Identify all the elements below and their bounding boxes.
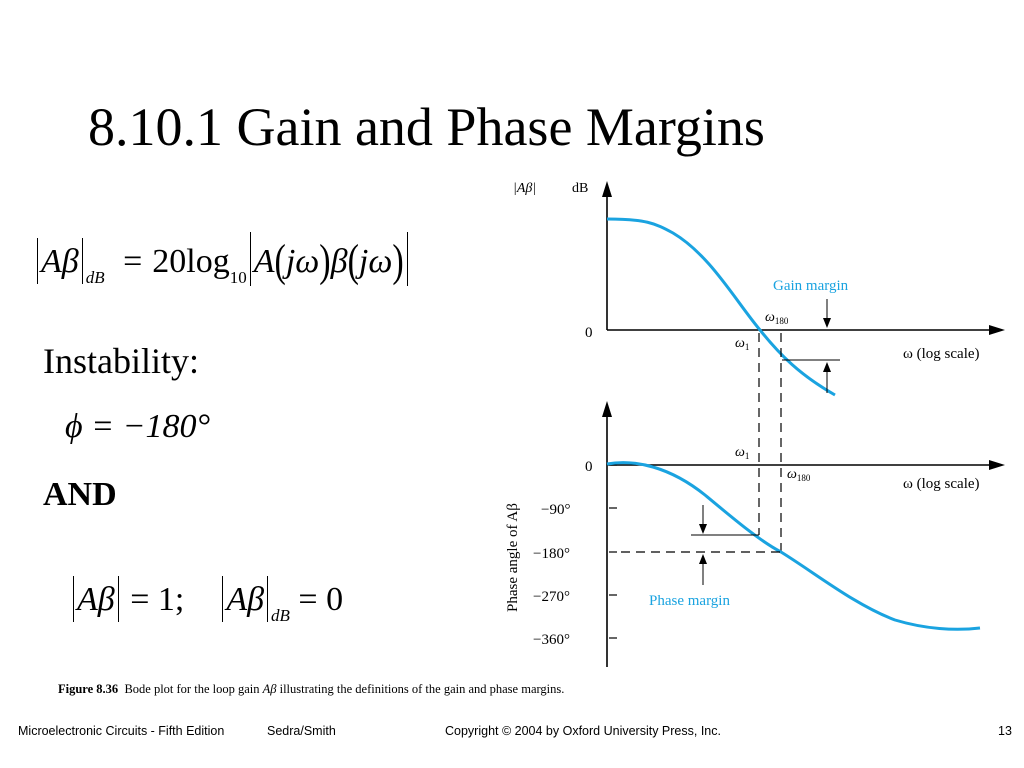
gain-margin-arrowhead-top <box>823 318 831 328</box>
gain-db-equation: Aβ dB = 20log10 A(jω)β(jω) <box>34 232 411 288</box>
omega180-label-top: ω180 <box>765 310 789 326</box>
magnitude-symbol-1: Aβ <box>77 581 115 618</box>
phase-axis-label: Phase angle of Aβ <box>505 503 521 612</box>
omega1-label-top: ω1 <box>735 336 749 352</box>
equation-lhs-symbol: Aβ <box>41 243 79 280</box>
slide-title: 8.10.1 Gain and Phase Margins <box>88 97 765 157</box>
phase-margin-label: Phase margin <box>649 593 730 609</box>
gain-x-arrow <box>989 325 1005 335</box>
caption-symbol: Aβ <box>262 682 277 696</box>
figure-caption: Figure 8.36 Bode plot for the loop gain … <box>58 682 564 697</box>
footer-book: Microelectronic Circuits - Fifth Edition <box>18 724 225 738</box>
caption-text-after: illustrating the definitions of the gain… <box>276 682 565 696</box>
gain-axis-abs-label: |Aβ| <box>513 181 536 196</box>
gain-margin-arrowhead-bottom <box>823 362 831 372</box>
phase-tick-270: −270° <box>533 589 570 605</box>
magnitude-symbol-2: Aβ <box>226 581 265 618</box>
x-axis-label-top: ω (log scale) <box>903 346 980 362</box>
equation-log-base: 10 <box>229 268 247 287</box>
gain-axis-unit-label: dB <box>572 181 588 196</box>
and-label: AND <box>43 476 117 513</box>
phase-margin-arrowhead-bottom <box>699 554 707 564</box>
x-axis-label-bottom: ω (log scale) <box>903 476 980 492</box>
magnitude-rhs-1: = 1; <box>130 581 185 618</box>
phase-tick-180: −180° <box>533 546 570 562</box>
phase-curve <box>606 461 981 631</box>
gain-curve <box>606 217 836 397</box>
phase-ticks <box>609 464 617 639</box>
equation-coefficient: 20 <box>152 243 187 280</box>
phase-margin-arrowhead-top <box>699 524 707 534</box>
figure-number: Figure 8.36 <box>58 682 119 696</box>
equation-beta: β <box>330 243 348 280</box>
phase-condition: ϕ = −180° <box>65 408 211 445</box>
gain-margin-label: Gain margin <box>773 278 849 294</box>
gain-y-arrow <box>602 181 612 197</box>
magnitude-subscript: dB <box>271 606 290 625</box>
omega180-label-bottom: ω180 <box>787 467 811 483</box>
equation-lhs-subscript: dB <box>85 268 105 287</box>
equation-jw-2: jω <box>358 243 393 280</box>
equation-A: A <box>253 243 275 280</box>
equation-log: log <box>186 243 230 280</box>
caption-text-before: Bode plot for the loop gain <box>124 682 263 696</box>
phase-tick-360: −360° <box>533 632 570 648</box>
phase-tick-90: −90° <box>541 502 570 518</box>
phase-y-arrow <box>602 401 612 417</box>
magnitude-rhs-2: = 0 <box>298 581 344 618</box>
footer-copyright: Copyright © 2004 by Oxford University Pr… <box>445 724 721 738</box>
magnitude-condition: Aβ = 1; Aβ dB = 0 <box>70 576 343 626</box>
equation-jw-1: jω <box>285 243 320 280</box>
omega1-label-bottom: ω1 <box>735 445 749 461</box>
footer-page-number: 13 <box>998 724 1012 738</box>
phase-x-arrow <box>989 460 1005 470</box>
phase-tick-0: 0 <box>585 459 593 475</box>
instability-label: Instability: <box>43 341 199 381</box>
gain-zero-label: 0 <box>585 325 593 341</box>
footer-authors: Sedra/Smith <box>267 724 336 738</box>
bode-plot-figure: |Aβ| dB 0 ω (log scale) Gain margin ω180… <box>505 181 1005 667</box>
